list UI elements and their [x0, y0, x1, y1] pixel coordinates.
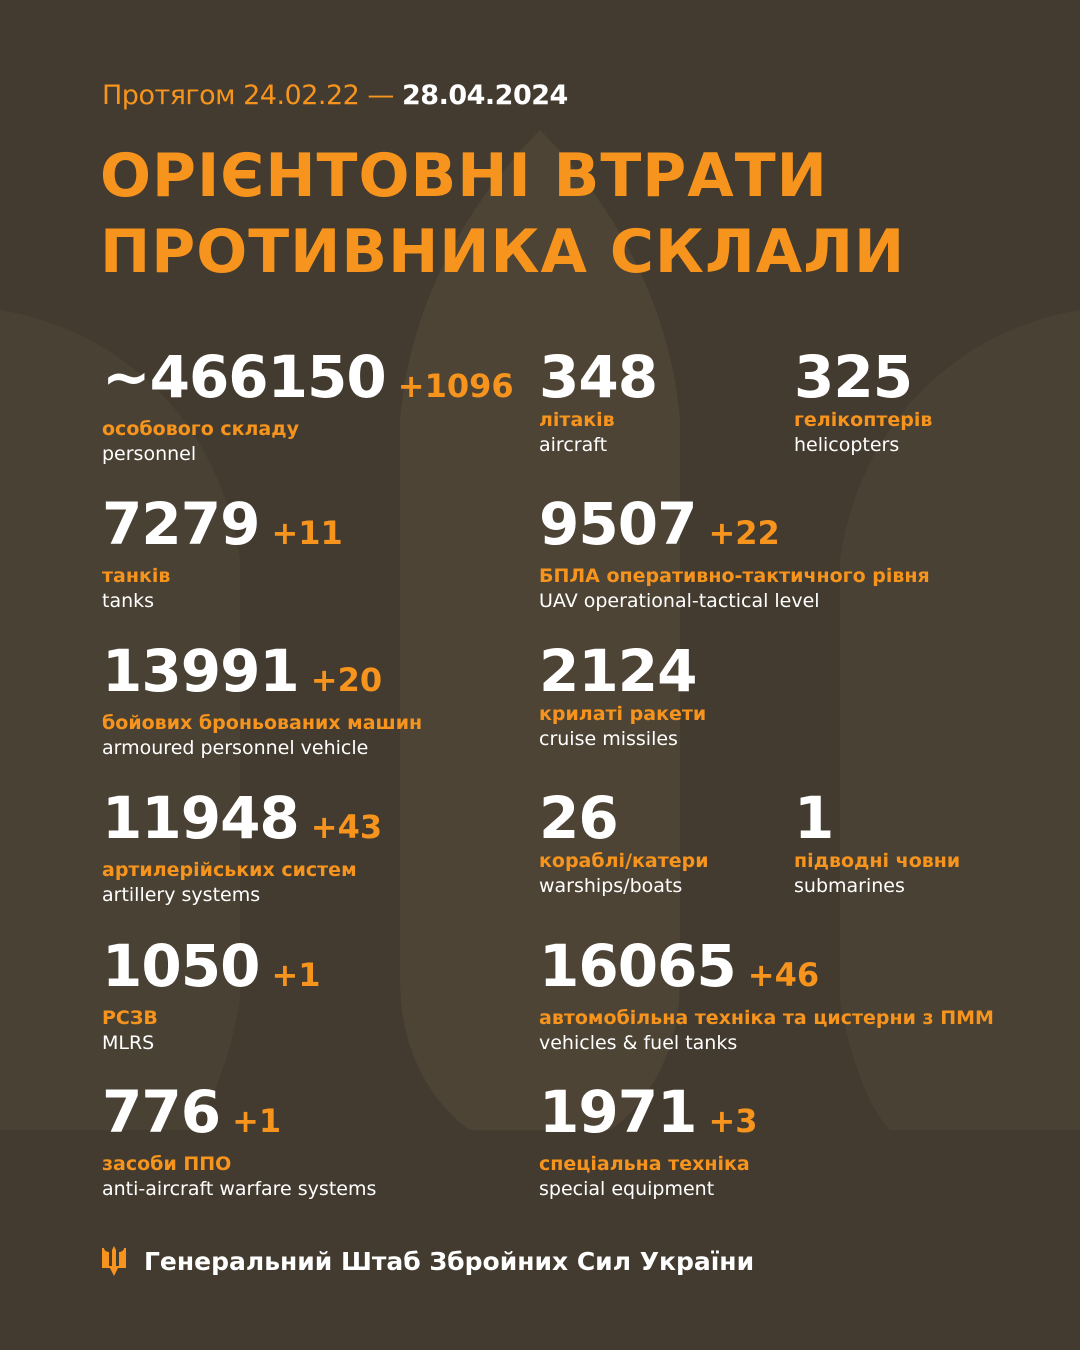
stat-value: 26: [539, 787, 709, 849]
stat-label-ua: бойових броньованих машин: [102, 712, 423, 734]
stat-total: 9507: [539, 490, 697, 558]
stat-label-en: aircraft: [539, 434, 608, 456]
stat-label-en: special equipment: [539, 1178, 715, 1200]
stat-label-ua: підводні човни: [794, 850, 961, 872]
page-title: ОРІЄНТОВНІ ВТРАТИ ПРОТИВНИКА СКЛАЛИ: [100, 138, 905, 290]
stat-total: 16065: [539, 932, 737, 1000]
stat-label-en: anti-aircraft warfare systems: [102, 1178, 377, 1200]
stat-value: 13991 +20: [102, 640, 422, 711]
stat-label-en: cruise missiles: [539, 728, 678, 750]
stat-uav-operational-tactical-level: 9507 +22 БПЛА оперативно-тактичного рівня…: [539, 493, 930, 614]
stat-delta: +11: [271, 514, 343, 552]
stat-label-ua: крилаті ракети: [539, 703, 707, 725]
stat-delta: +3: [708, 1102, 758, 1140]
stat-cruise-missiles: 2124 крилаті ракети cruise missiles: [539, 640, 706, 752]
stat-total: 26: [539, 784, 619, 852]
stat-mlrs: 1050 +1 РСЗВ MLRS: [102, 935, 321, 1056]
stat-artillery-systems: 11948 +43 артилерійських систем artillery…: [102, 787, 382, 908]
trident-icon: [102, 1246, 126, 1276]
stat-value: 776 +1: [102, 1081, 376, 1152]
stat-label-ua: БПЛА оперативно-тактичного рівня: [539, 565, 930, 587]
stat-label-en: helicopters: [794, 434, 900, 456]
stat-label-en: tanks: [102, 590, 155, 612]
stat-aircraft: 348 літаків aircraft: [539, 343, 658, 458]
stat-value: ~466150 +1096: [102, 346, 514, 417]
period-start: Протягом 24.02.22 —: [102, 80, 402, 111]
title-line-1: ОРІЄНТОВНІ ВТРАТИ: [100, 141, 828, 211]
stat-value: 11948 +43: [102, 787, 382, 858]
stat-special-equipment: 1971 +3 спеціальна техніка special equipm…: [539, 1081, 758, 1202]
period: Протягом 24.02.22 — 28.04.2024: [102, 80, 568, 111]
stat-anti-aircraft-warfare-systems: 776 +1 засоби ППО anti-aircraft warfare s…: [102, 1081, 376, 1202]
stat-label-en: UAV operational-tactical level: [539, 590, 820, 612]
stat-label-ua: літаків: [539, 409, 615, 431]
footer: Генеральний Штаб Збройних Сил України: [102, 1246, 754, 1276]
stat-delta: +1: [271, 956, 321, 994]
stat-total: 1971: [539, 1078, 697, 1146]
stat-label-ua: спеціальна техніка: [539, 1153, 750, 1175]
title-line-2: ПРОТИВНИКА СКЛАЛИ: [100, 217, 906, 287]
stat-delta: +46: [747, 956, 820, 994]
stat-delta: +43: [310, 808, 383, 846]
stat-helicopters: 325 гелікоптерів helicopters: [794, 346, 932, 458]
stat-label-en: artillery systems: [102, 884, 261, 906]
stat-label-ua: автомобільна техніка та цистерни з ПММ: [539, 1007, 994, 1029]
stat-label-ua: кораблі/катери: [539, 850, 709, 872]
stat-total: 325: [794, 343, 913, 411]
stat-value: 7279 +11: [102, 493, 343, 564]
stat-label-en: armoured personnel vehicle: [102, 737, 369, 759]
stat-label-ua: особового складу: [102, 418, 299, 440]
stat-label-en: MLRS: [102, 1032, 155, 1054]
stat-value: 9507 +22: [539, 493, 930, 564]
stat-label-en: personnel: [102, 443, 197, 465]
stat-label-ua: гелікоптерів: [794, 409, 933, 431]
footer-text: Генеральний Штаб Збройних Сил України: [144, 1246, 755, 1276]
stat-label-en: warships/boats: [539, 875, 683, 897]
stat-total: 348: [539, 343, 658, 411]
stat-label-ua: танків: [102, 565, 171, 587]
stat-delta: +20: [310, 661, 383, 699]
stat-warships-boats: 26 кораблі/катери warships/boats: [539, 787, 709, 899]
stat-total: 1: [794, 784, 834, 852]
stat-delta: +1: [232, 1102, 282, 1140]
period-end: 28.04.2024: [402, 80, 568, 111]
stat-value: 1050 +1: [102, 935, 321, 1006]
stat-value: 348: [539, 343, 658, 411]
stat-total: 7279: [102, 490, 260, 558]
stat-armoured-personnel-vehicle: 13991 +20 бойових броньованих машин armou…: [102, 640, 422, 761]
stat-value: 16065 +46: [539, 935, 994, 1006]
stat-total: 11948: [102, 784, 300, 852]
stat-label-en: vehicles & fuel tanks: [539, 1032, 738, 1054]
stat-tanks: 7279 +11 танків tanks: [102, 493, 343, 614]
stat-total: ~466150: [102, 343, 387, 411]
stat-total: 13991: [102, 637, 300, 705]
stat-value: 325: [794, 346, 932, 408]
stat-value: 1971 +3: [539, 1081, 758, 1152]
stat-submarines: 1 підводні човни submarines: [794, 787, 960, 899]
stat-delta: +1096: [397, 367, 514, 405]
stat-value: 1: [794, 787, 960, 849]
stat-total: 1050: [102, 932, 260, 1000]
stat-total: 776: [102, 1078, 221, 1146]
stat-vehicles-fuel-tanks: 16065 +46 автомобільна техніка та цистерн…: [539, 935, 994, 1056]
stat-delta: +22: [708, 514, 780, 552]
stat-label-ua: РСЗВ: [102, 1007, 158, 1029]
stat-value: 2124: [539, 640, 706, 702]
stat-label-ua: засоби ППО: [102, 1153, 232, 1175]
stat-total: 2124: [539, 637, 697, 705]
stat-label-ua: артилерійських систем: [102, 859, 357, 881]
stat-label-en: submarines: [794, 875, 905, 897]
stat-personnel: ~466150 +1096 особового складу personnel: [102, 346, 514, 467]
